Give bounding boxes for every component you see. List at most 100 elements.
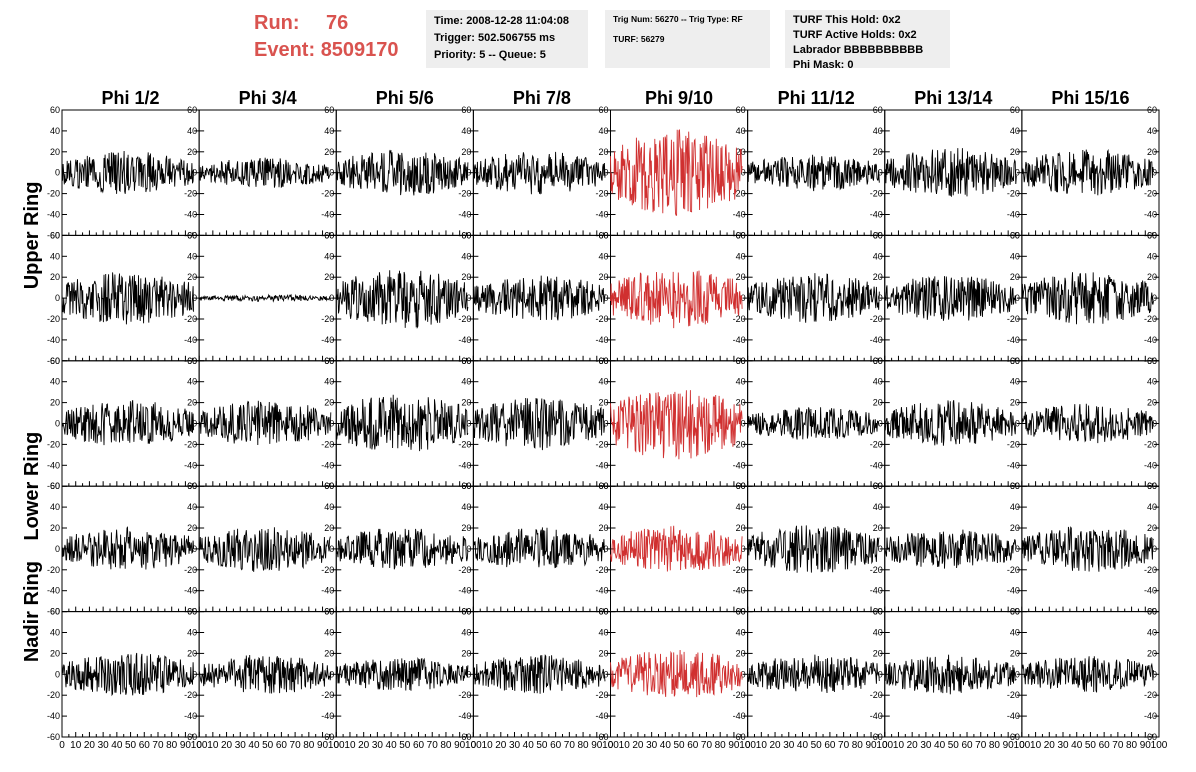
- y-tick-label: -20: [595, 189, 608, 199]
- y-tick-label: -40: [321, 335, 334, 345]
- y-tick-label: 60: [50, 356, 60, 366]
- waveform-trace: [610, 270, 743, 329]
- y-tick-label: -20: [870, 565, 883, 575]
- waveform-trace: [610, 525, 743, 572]
- waveform-trace: [335, 394, 469, 452]
- y-tick-label: -20: [184, 690, 197, 700]
- y-tick-label: 60: [736, 481, 746, 491]
- y-tick-label: -40: [1007, 586, 1020, 596]
- y-tick-label: 40: [461, 126, 471, 136]
- y-tick-label: 20: [187, 398, 197, 408]
- y-tick-label: 40: [187, 126, 197, 136]
- y-tick-label: -60: [1007, 732, 1020, 742]
- x-tick-label: 90: [591, 740, 603, 751]
- x-tick-label: 80: [1126, 740, 1138, 751]
- y-tick-label: 20: [50, 523, 60, 533]
- x-tick-label: 30: [372, 740, 384, 751]
- waveform-trace: [1021, 403, 1154, 444]
- y-tick-label: -60: [1144, 732, 1157, 742]
- y-tick-label: 20: [1010, 147, 1020, 157]
- y-tick-label: -40: [733, 210, 746, 220]
- y-tick-label: 60: [1010, 481, 1020, 491]
- y-tick-label: 40: [1147, 251, 1157, 261]
- y-tick-label: -40: [1144, 210, 1157, 220]
- phi-mask-text: Phi Mask: 0: [793, 59, 854, 71]
- y-tick-label: -40: [321, 460, 334, 470]
- y-tick-label: 20: [324, 398, 334, 408]
- waveform-trace: [61, 400, 195, 446]
- y-tick-label: -20: [321, 439, 334, 449]
- waveform-trace: [198, 527, 331, 572]
- y-tick-label: 20: [873, 648, 883, 658]
- waveform-trace: [61, 272, 195, 325]
- x-tick-label: 20: [495, 740, 507, 751]
- y-tick-label: 0: [55, 419, 60, 429]
- y-tick-label: 60: [736, 105, 746, 115]
- y-tick-label: -20: [733, 565, 746, 575]
- y-tick-label: -20: [1007, 565, 1020, 575]
- y-tick-label: 40: [1010, 251, 1020, 261]
- y-tick-label: 20: [1010, 523, 1020, 533]
- turf-active-holds-text: TURF Active Holds: 0x2: [793, 29, 917, 41]
- x-tick-label: 70: [701, 740, 713, 751]
- y-tick-label: 0: [329, 544, 334, 554]
- y-tick-label: 40: [736, 251, 746, 261]
- y-tick-label: -20: [1007, 690, 1020, 700]
- trigger-text: Trigger: 502.506755 ms: [434, 32, 556, 44]
- y-tick-label: -20: [47, 690, 60, 700]
- y-tick-label: -20: [1144, 565, 1157, 575]
- x-tick-label: 90: [180, 740, 192, 751]
- column-header: Phi 11/12: [778, 88, 855, 108]
- y-tick-label: 60: [736, 230, 746, 240]
- y-tick-label: 20: [461, 398, 471, 408]
- y-tick-label: 40: [736, 126, 746, 136]
- y-tick-label: 20: [324, 648, 334, 658]
- y-tick-label: -40: [1144, 335, 1157, 345]
- x-tick-label: 100: [1151, 740, 1168, 751]
- y-tick-label: 0: [55, 168, 60, 178]
- x-tick-label: 20: [221, 740, 233, 751]
- y-tick-label: 60: [187, 607, 197, 617]
- x-tick-label: 70: [1112, 740, 1124, 751]
- y-tick-label: 40: [1010, 628, 1020, 638]
- x-tick-label: 90: [865, 740, 877, 751]
- x-tick-label: 40: [660, 740, 672, 751]
- turf-hold-text: TURF This Hold: 0x2: [793, 14, 901, 26]
- x-tick-label: 60: [550, 740, 562, 751]
- y-tick-label: 20: [50, 147, 60, 157]
- y-tick-label: 60: [598, 607, 608, 617]
- y-tick-label: -60: [47, 732, 60, 742]
- y-tick-label: 40: [736, 502, 746, 512]
- x-tick-label: 0: [196, 740, 202, 751]
- x-tick-label: 50: [399, 740, 411, 751]
- x-tick-label: 60: [413, 740, 425, 751]
- y-tick-label: 0: [192, 293, 197, 303]
- y-tick-label: -40: [458, 335, 471, 345]
- x-tick-label: 80: [303, 740, 315, 751]
- x-tick-label: 40: [934, 740, 946, 751]
- y-tick-label: 20: [598, 147, 608, 157]
- y-tick-label: 40: [461, 251, 471, 261]
- y-tick-label: 40: [1010, 502, 1020, 512]
- y-tick-label: 0: [1015, 293, 1020, 303]
- x-tick-label: 50: [1085, 740, 1097, 751]
- waveform-trace: [610, 390, 743, 460]
- y-tick-label: -40: [595, 335, 608, 345]
- y-tick-label: -20: [458, 565, 471, 575]
- y-tick-label: 20: [50, 648, 60, 658]
- y-tick-label: 0: [466, 419, 471, 429]
- y-tick-label: 0: [878, 544, 883, 554]
- y-tick-label: 60: [461, 481, 471, 491]
- y-tick-label: 40: [1147, 377, 1157, 387]
- y-tick-label: 20: [1147, 398, 1157, 408]
- y-tick-label: 0: [878, 419, 883, 429]
- x-tick-label: 40: [1071, 740, 1083, 751]
- y-tick-label: 0: [466, 669, 471, 679]
- y-tick-label: 0: [1152, 544, 1157, 554]
- y-tick-label: -40: [458, 460, 471, 470]
- y-tick-label: -20: [733, 189, 746, 199]
- x-tick-label: 20: [907, 740, 919, 751]
- y-tick-label: 60: [1147, 230, 1157, 240]
- waveform-trace: [198, 400, 332, 446]
- y-tick-label: 40: [873, 628, 883, 638]
